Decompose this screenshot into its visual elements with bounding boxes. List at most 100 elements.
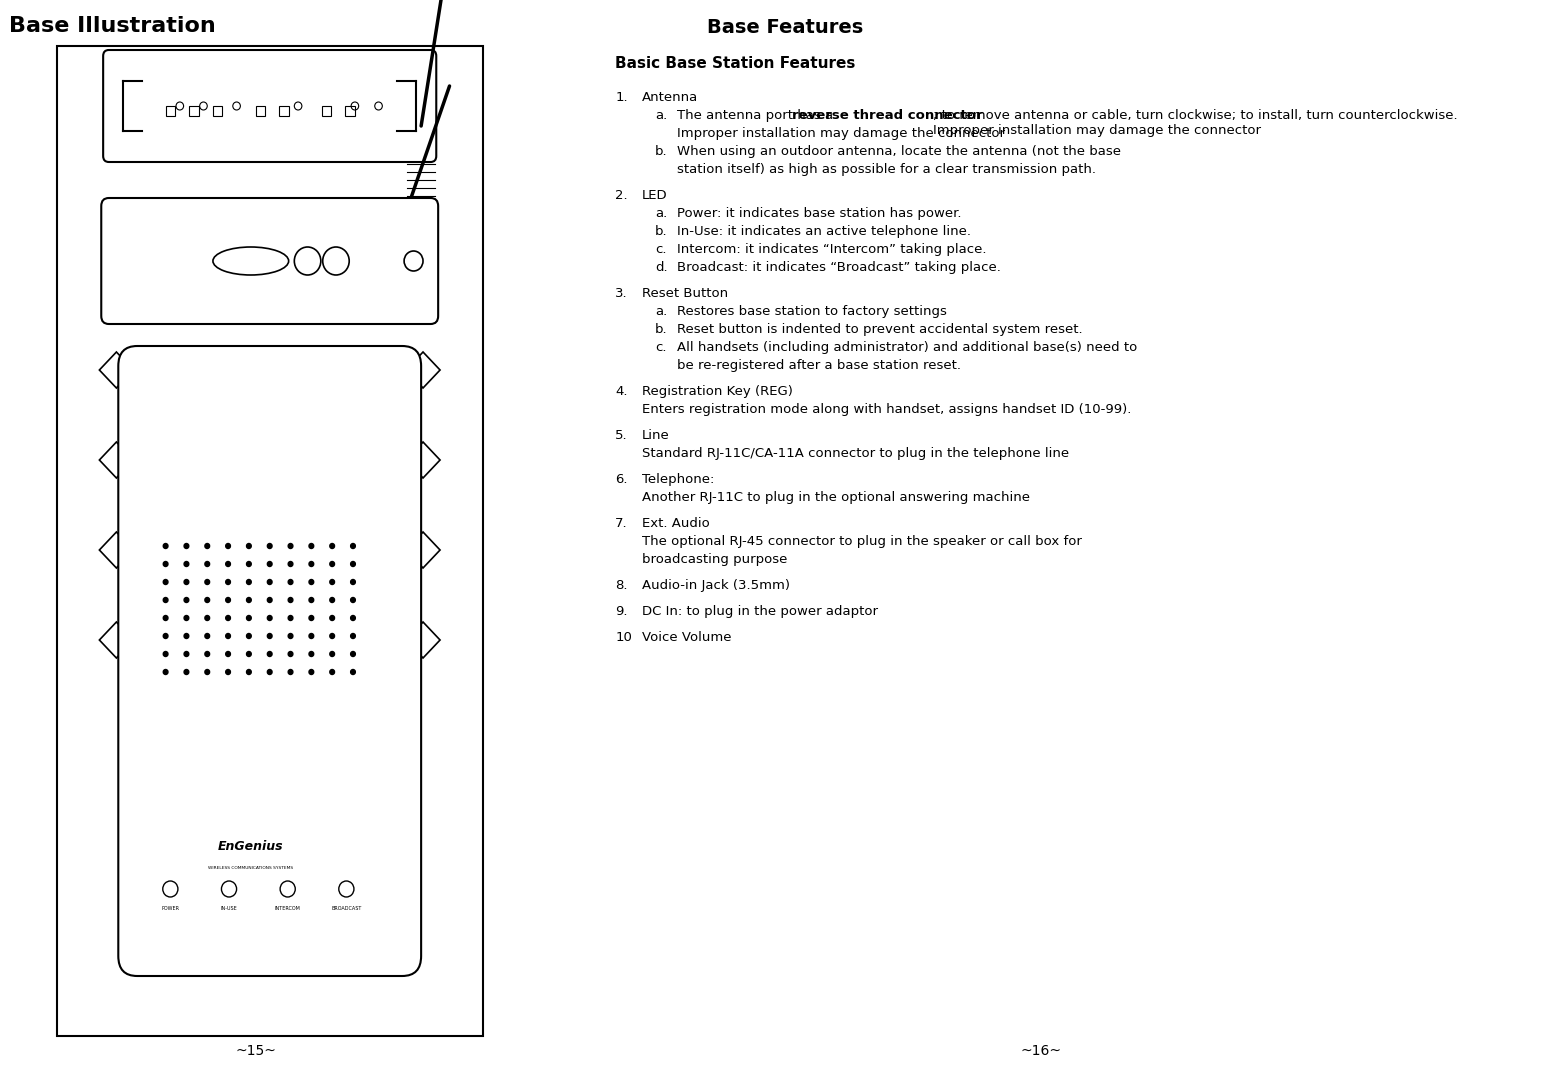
Text: The optional RJ-45 connector to plug in the speaker or call box for: The optional RJ-45 connector to plug in … xyxy=(642,535,1082,548)
Text: 4.: 4. xyxy=(616,385,628,398)
Circle shape xyxy=(183,651,188,656)
Circle shape xyxy=(267,634,272,638)
Text: Voice Volume: Voice Volume xyxy=(642,631,731,645)
Bar xyxy=(280,107,289,116)
Circle shape xyxy=(267,669,272,675)
Bar xyxy=(190,107,199,116)
Text: Telephone:: Telephone: xyxy=(642,473,714,486)
Bar xyxy=(322,107,331,116)
Circle shape xyxy=(205,543,210,549)
Circle shape xyxy=(225,562,230,566)
Ellipse shape xyxy=(213,247,289,275)
Circle shape xyxy=(267,562,272,566)
Bar xyxy=(166,107,176,116)
Circle shape xyxy=(309,651,314,656)
Circle shape xyxy=(183,669,188,675)
Text: Basic Base Station Features: Basic Base Station Features xyxy=(616,56,855,71)
Polygon shape xyxy=(406,352,440,388)
Circle shape xyxy=(183,615,188,621)
Circle shape xyxy=(309,562,314,566)
Circle shape xyxy=(288,580,292,584)
Circle shape xyxy=(225,597,230,603)
Circle shape xyxy=(350,669,356,675)
Polygon shape xyxy=(100,532,134,568)
Circle shape xyxy=(330,562,334,566)
Text: In-Use: it indicates an active telephone line.: In-Use: it indicates an active telephone… xyxy=(676,225,970,238)
Text: reverse thread connector: reverse thread connector xyxy=(791,109,983,122)
Text: IN-USE: IN-USE xyxy=(221,906,238,911)
Text: Reset Button: Reset Button xyxy=(642,287,728,300)
Text: b.: b. xyxy=(655,145,667,158)
Text: be re-registered after a base station reset.: be re-registered after a base station re… xyxy=(676,359,961,372)
Text: a.: a. xyxy=(655,305,667,318)
Circle shape xyxy=(225,669,230,675)
Circle shape xyxy=(205,634,210,638)
Circle shape xyxy=(247,669,252,675)
Circle shape xyxy=(350,543,356,549)
Circle shape xyxy=(205,562,210,566)
Text: 2.: 2. xyxy=(616,189,628,202)
Circle shape xyxy=(183,580,188,584)
Polygon shape xyxy=(100,622,134,659)
Circle shape xyxy=(350,580,356,584)
Circle shape xyxy=(330,615,334,621)
Circle shape xyxy=(247,562,252,566)
Text: WIRELESS COMMUNICATIONS SYSTEMS: WIRELESS COMMUNICATIONS SYSTEMS xyxy=(208,866,294,870)
Polygon shape xyxy=(100,442,134,478)
FancyBboxPatch shape xyxy=(103,49,437,162)
Circle shape xyxy=(288,597,292,603)
Text: a.: a. xyxy=(655,207,667,220)
Circle shape xyxy=(247,634,252,638)
Circle shape xyxy=(163,669,168,675)
Text: station itself) as high as possible for a clear transmission path.: station itself) as high as possible for … xyxy=(676,162,1096,176)
Text: Base Features: Base Features xyxy=(708,18,863,37)
Circle shape xyxy=(163,562,168,566)
Text: All handsets (including administrator) and additional base(s) need to: All handsets (including administrator) a… xyxy=(676,341,1137,354)
Circle shape xyxy=(330,580,334,584)
Text: The antenna port has a: The antenna port has a xyxy=(676,109,837,122)
Text: 8.: 8. xyxy=(616,579,628,592)
Text: c.: c. xyxy=(655,243,667,256)
Text: 9.: 9. xyxy=(616,605,628,618)
Text: Another RJ-11C to plug in the optional answering machine: Another RJ-11C to plug in the optional a… xyxy=(642,491,1029,504)
Circle shape xyxy=(163,615,168,621)
Text: Power: it indicates base station has power.: Power: it indicates base station has pow… xyxy=(676,207,961,220)
Circle shape xyxy=(205,669,210,675)
Circle shape xyxy=(288,543,292,549)
Circle shape xyxy=(247,580,252,584)
Circle shape xyxy=(163,580,168,584)
Text: ~15~: ~15~ xyxy=(235,1044,275,1058)
Text: Audio-in Jack (3.5mm): Audio-in Jack (3.5mm) xyxy=(642,579,790,592)
Circle shape xyxy=(225,651,230,656)
Circle shape xyxy=(205,580,210,584)
Circle shape xyxy=(330,669,334,675)
Text: b.: b. xyxy=(655,225,667,238)
Circle shape xyxy=(309,634,314,638)
Text: Line: Line xyxy=(642,429,669,442)
Circle shape xyxy=(309,615,314,621)
Circle shape xyxy=(247,543,252,549)
Text: c.: c. xyxy=(655,341,667,354)
Polygon shape xyxy=(406,622,440,659)
Text: Ext. Audio: Ext. Audio xyxy=(642,516,709,530)
Text: b.: b. xyxy=(655,323,667,336)
Circle shape xyxy=(267,580,272,584)
Circle shape xyxy=(163,597,168,603)
Circle shape xyxy=(183,562,188,566)
Circle shape xyxy=(350,615,356,621)
Circle shape xyxy=(267,597,272,603)
Circle shape xyxy=(288,669,292,675)
Circle shape xyxy=(288,615,292,621)
Text: 5.: 5. xyxy=(616,429,628,442)
Bar xyxy=(213,107,222,116)
Circle shape xyxy=(309,580,314,584)
Text: DC In: to plug in the power adaptor: DC In: to plug in the power adaptor xyxy=(642,605,877,618)
Circle shape xyxy=(183,597,188,603)
Text: Reset button is indented to prevent accidental system reset.: Reset button is indented to prevent acci… xyxy=(676,323,1082,336)
Circle shape xyxy=(309,669,314,675)
Circle shape xyxy=(183,634,188,638)
Text: Standard RJ-11C/CA-11A connector to plug in the telephone line: Standard RJ-11C/CA-11A connector to plug… xyxy=(642,447,1068,461)
Text: broadcasting purpose: broadcasting purpose xyxy=(642,553,787,566)
Text: 7.: 7. xyxy=(616,516,628,530)
Bar xyxy=(345,107,355,116)
